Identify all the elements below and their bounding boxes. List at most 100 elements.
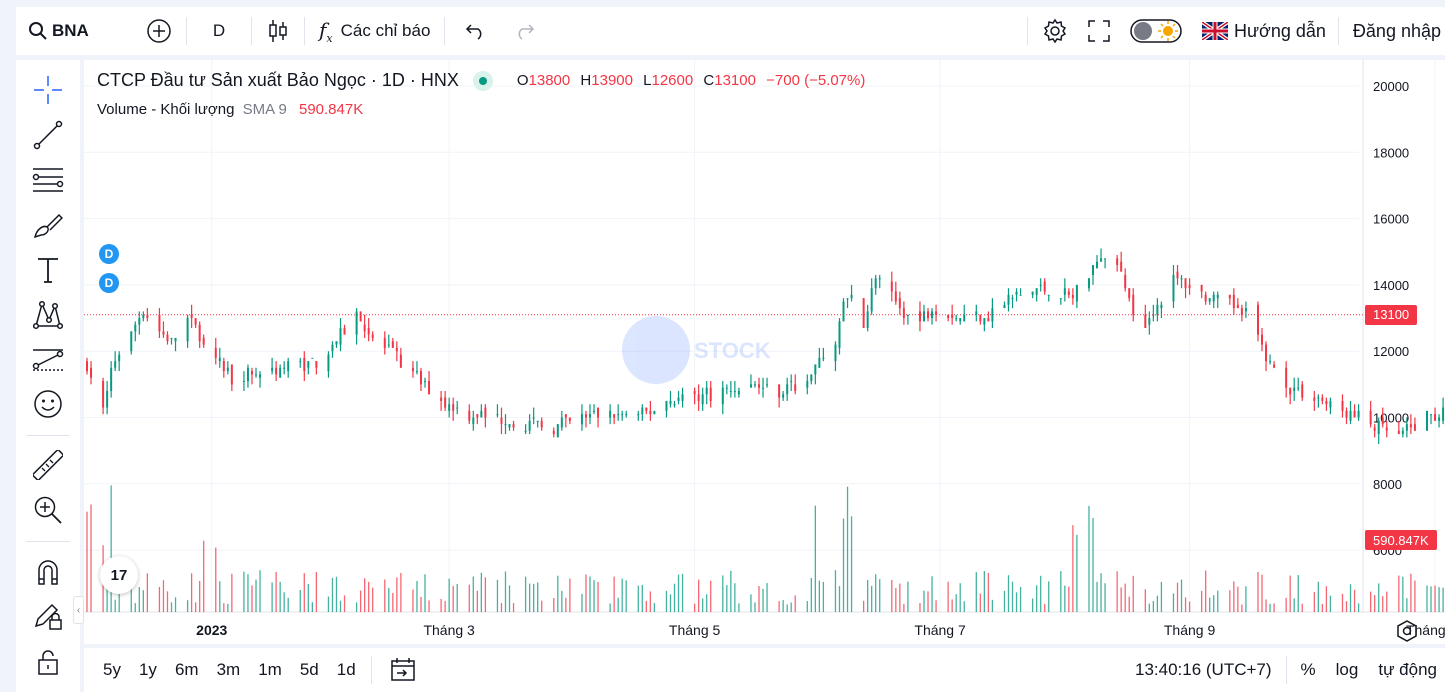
candle-body xyxy=(1172,274,1175,302)
candle-body xyxy=(975,311,978,315)
redo-button[interactable] xyxy=(503,7,545,55)
dividend-marker[interactable]: D xyxy=(99,273,119,293)
candle-body xyxy=(1039,284,1042,286)
candle-body xyxy=(287,361,290,372)
interval-button[interactable]: D xyxy=(191,7,247,55)
candle-body xyxy=(709,387,712,401)
guide-button[interactable]: Hướng dẫn xyxy=(1192,7,1334,55)
clock[interactable]: 13:40:16 (UTC+7) xyxy=(1134,660,1272,679)
range-1m[interactable]: 1m xyxy=(258,660,282,679)
candle-body xyxy=(419,371,422,385)
candle-body xyxy=(1152,314,1155,316)
range-5d[interactable]: 5d xyxy=(299,660,319,679)
fullscreen-button[interactable] xyxy=(1078,7,1120,55)
candle-body xyxy=(806,381,809,388)
range-6m[interactable]: 6m xyxy=(174,660,199,679)
range-3m[interactable]: 3m xyxy=(216,660,241,679)
indicators-button[interactable]: fx Các chỉ báo xyxy=(309,7,440,55)
search-icon xyxy=(29,22,47,40)
candle-body xyxy=(1377,420,1380,435)
candle-body xyxy=(1430,414,1433,416)
dividend-marker[interactable]: D xyxy=(99,244,119,264)
price-chart[interactable]: 2000018000160001400012000100008000600020… xyxy=(84,60,1445,644)
log-scale-button[interactable]: log xyxy=(1335,660,1359,679)
candle-body xyxy=(440,397,443,401)
candle-body xyxy=(931,311,934,319)
y-tick-label: 14000 xyxy=(1373,278,1409,293)
theme-toggle[interactable] xyxy=(1120,7,1192,55)
candle-body xyxy=(1132,294,1135,315)
candle-body xyxy=(190,314,193,319)
ruler-tool-button[interactable] xyxy=(32,449,64,481)
candle-body xyxy=(331,344,334,352)
zoom-tool-button[interactable] xyxy=(32,494,64,526)
candle-body xyxy=(307,361,310,368)
percent-scale-button[interactable]: % xyxy=(1300,660,1316,679)
candle-body xyxy=(1381,417,1384,425)
forecast-icon xyxy=(32,349,64,371)
range-selector: 5y 1y 6m 3m 1m 5d 1d xyxy=(94,660,365,680)
text-tool-button[interactable] xyxy=(32,254,64,286)
axis-settings-icon[interactable] xyxy=(1396,620,1418,642)
horizontal-lines-icon xyxy=(32,168,64,192)
settings-button[interactable] xyxy=(1032,7,1078,55)
candle-body xyxy=(918,311,921,322)
brush-tool-button[interactable] xyxy=(32,210,64,242)
high-value: 13900 xyxy=(591,72,633,89)
lock-icon xyxy=(38,650,58,675)
candle-body xyxy=(130,331,133,352)
fib-tool-button[interactable] xyxy=(32,164,64,196)
forecast-tool-button[interactable] xyxy=(32,344,64,376)
tradingview-logo[interactable]: 17 xyxy=(100,556,138,594)
brush-icon xyxy=(33,213,63,239)
pattern-icon xyxy=(33,300,63,330)
range-1y[interactable]: 1y xyxy=(138,660,157,679)
candle-body xyxy=(536,420,539,422)
crosshair-tool-button[interactable] xyxy=(32,74,64,106)
candle-body xyxy=(472,417,475,425)
candle-body xyxy=(355,311,358,335)
date-range-icon[interactable] xyxy=(390,657,416,683)
candle-body xyxy=(580,414,583,425)
candle-body xyxy=(613,414,616,418)
login-button[interactable]: Đăng nhập xyxy=(1343,7,1445,55)
y-tick-label: 16000 xyxy=(1373,212,1409,227)
emoji-tool-button[interactable] xyxy=(32,388,64,420)
candle-body xyxy=(1019,294,1022,296)
candle-body xyxy=(1236,304,1239,309)
candle-body xyxy=(359,311,362,322)
candle-body xyxy=(134,324,137,332)
toolbar-divider xyxy=(186,17,187,45)
lock-all-button[interactable] xyxy=(32,646,64,678)
candle-body xyxy=(1401,430,1404,435)
candle-body xyxy=(1413,424,1416,431)
candle-body xyxy=(1035,288,1038,295)
trendline-icon xyxy=(33,120,63,150)
auto-scale-button[interactable]: tự động xyxy=(1378,660,1437,679)
candle-body xyxy=(1385,427,1388,431)
lock-drawing-button[interactable] xyxy=(32,600,64,632)
candle-body xyxy=(681,394,684,401)
trendline-tool-button[interactable] xyxy=(32,119,64,151)
chart-type-button[interactable] xyxy=(256,7,300,55)
candle-body xyxy=(335,341,338,345)
symbol-search-button[interactable]: BNA xyxy=(16,7,136,55)
candle-body xyxy=(1007,294,1010,305)
candle-body xyxy=(955,318,958,320)
collapse-toolbar-button[interactable]: ‹ xyxy=(73,596,84,624)
candle-body xyxy=(395,347,398,352)
candle-body xyxy=(1301,384,1304,398)
range-1d[interactable]: 1d xyxy=(336,660,356,679)
undo-button[interactable] xyxy=(449,7,503,55)
range-5y[interactable]: 5y xyxy=(103,660,121,679)
compare-symbol-button[interactable] xyxy=(136,7,182,55)
symbol-label: BNA xyxy=(52,21,89,40)
toolbar-divider xyxy=(304,17,305,45)
y-tick-label: 12000 xyxy=(1373,344,1409,359)
pattern-tool-button[interactable] xyxy=(32,299,64,331)
candle-body xyxy=(1265,344,1268,362)
chart-pane[interactable]: 20000 18000 16000 14000 12000 10000 8000 6000 20… xyxy=(84,60,1445,644)
magnet-tool-button[interactable] xyxy=(32,556,64,588)
candle-body xyxy=(782,394,785,398)
redo-icon xyxy=(518,24,535,40)
